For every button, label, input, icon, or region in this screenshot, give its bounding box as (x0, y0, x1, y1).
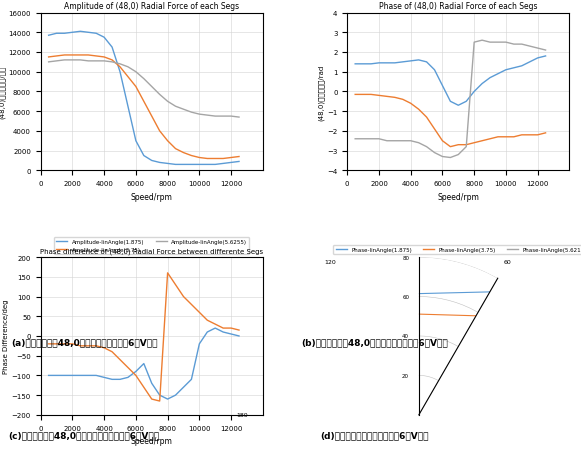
Title: Phase of (48,0) Radial Force of each Segs: Phase of (48,0) Radial Force of each Seg… (379, 2, 537, 11)
Text: (c)不同段上的（48,0）径向电磁力相位差（6段V型）: (c)不同段上的（48,0）径向电磁力相位差（6段V型） (9, 431, 160, 439)
Text: (a)不同段上的（48,0）径向电磁力幅値（6段V型）: (a)不同段上的（48,0）径向电磁力幅値（6段V型） (11, 338, 157, 347)
Y-axis label: Phase Difference/deg: Phase Difference/deg (3, 299, 9, 373)
Title: Amplitude of (48,0) Radial Force of each Segs: Amplitude of (48,0) Radial Force of each… (64, 2, 239, 11)
X-axis label: Speed/rpm: Speed/rpm (437, 192, 479, 201)
Legend: Phase-IinAngle(1.875), Phase-IinAngle(3.75), Phase-IinAngle(5.621: Phase-IinAngle(1.875), Phase-IinAngle(3.… (333, 245, 581, 255)
Y-axis label: (48,0)径向力相位/rad: (48,0)径向力相位/rad (318, 64, 324, 120)
Text: (b)不同段上的（48,0）径向电磁力相位（6段V型）: (b)不同段上的（48,0）径向电磁力相位（6段V型） (302, 338, 448, 347)
X-axis label: Speed/rpm: Speed/rpm (131, 436, 173, 445)
X-axis label: Speed/rpm: Speed/rpm (131, 192, 173, 201)
Legend: Amplitude-IinAngle(1.875), Amplitude-IinAngle(3.75), Amplitude-IinAngle(5.6255): Amplitude-IinAngle(1.875), Amplitude-Iin… (54, 238, 249, 255)
Title: Phase difference of (48,0) Radial Force between differente Segs: Phase difference of (48,0) Radial Force … (40, 249, 263, 255)
Text: (d)共振区间径向电磁力相位（6段V型）: (d)共振区间径向电磁力相位（6段V型） (321, 431, 429, 439)
Y-axis label: (48,0)径向力幅値/单位: (48,0)径向力幅値/单位 (0, 66, 6, 119)
